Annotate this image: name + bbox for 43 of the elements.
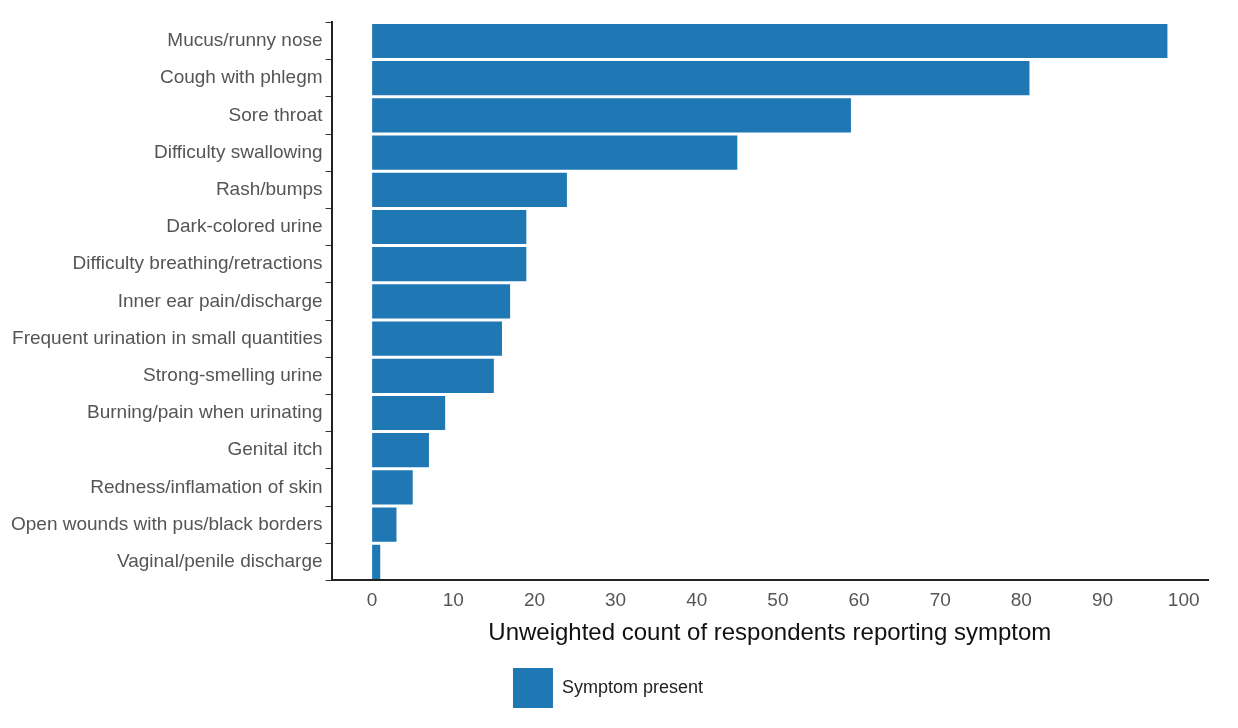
legend-label: Symptom present [561, 676, 704, 697]
y-tick-label: Vaginal/penile discharge [116, 550, 323, 572]
bar [372, 507, 397, 542]
bar [372, 544, 381, 579]
y-tick-label: Difficulty swallowing [153, 140, 323, 162]
y-tick-label: Difficulty breathing/retractions [72, 252, 323, 274]
y-tick-label: Burning/pain when urinating [87, 401, 323, 423]
x-tick-label: 100 [1167, 589, 1200, 611]
bar [372, 321, 502, 356]
bar [372, 61, 1030, 96]
bar [372, 98, 851, 133]
x-tick-label: 70 [929, 589, 951, 611]
x-tick-label: 40 [686, 589, 708, 611]
bar [372, 470, 413, 505]
y-tick-label: Open wounds with pus/black borders [11, 512, 323, 534]
bar [372, 135, 738, 170]
y-tick-label: Strong-smelling urine [143, 364, 323, 386]
bar [372, 209, 527, 245]
y-tick-label: Sore throat [228, 103, 324, 125]
y-tick-label: Mucus/runny nose [167, 29, 323, 51]
bar [372, 433, 429, 468]
x-tick-label: 30 [605, 589, 627, 611]
y-tick-label: Redness/inflamation of skin [90, 475, 323, 497]
x-axis-title: Unweighted count of respondents reporting symptom [488, 618, 1052, 646]
bar [372, 172, 567, 207]
y-tick-label: Frequent urination in small quantities [12, 326, 323, 348]
y-tick-label: Dark-colored urine [166, 215, 323, 237]
x-tick-label: 50 [767, 589, 789, 611]
x-tick-label: 80 [1010, 589, 1032, 611]
x-tick-label: 20 [523, 589, 546, 611]
x-tick-label: 60 [848, 589, 870, 611]
bar [372, 284, 511, 319]
y-tick-label: Inner ear pain/discharge [117, 289, 323, 311]
bar [372, 358, 494, 393]
x-tick-label: 0 [366, 589, 378, 611]
y-tick-label: Rash/bumps [215, 178, 323, 200]
y-tick-label: Genital itch [227, 438, 323, 460]
x-tick-label: 10 [442, 589, 464, 611]
y-tick-label: Cough with phlegm [159, 66, 323, 88]
x-tick-label: 90 [1091, 589, 1114, 611]
bar [372, 247, 527, 282]
bar [372, 23, 1168, 59]
bar [372, 395, 446, 431]
